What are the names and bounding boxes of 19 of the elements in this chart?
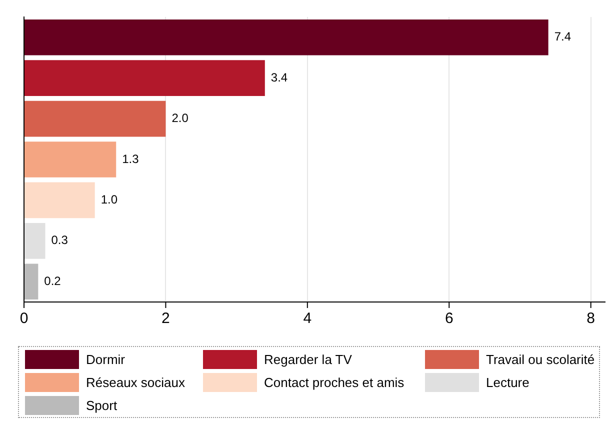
x-tick-label: 4 — [303, 310, 312, 328]
legend-label: Dormir — [86, 352, 125, 366]
data-label: 1.3 — [122, 152, 140, 166]
x-tick-label: 2 — [162, 310, 170, 328]
x-tick-label: 6 — [444, 310, 454, 328]
data-label: 7.4 — [554, 30, 572, 44]
legend-label: Regarder la TV — [264, 352, 352, 366]
x-tick-label: 0 — [20, 310, 28, 328]
data-label: 1.0 — [100, 192, 118, 207]
data-label: 3.4 — [270, 70, 288, 84]
legend-label: Sport — [86, 398, 118, 412]
x-tick-label: 8 — [586, 310, 595, 328]
legend-label: Lecture — [486, 374, 530, 390]
legend-label: Contact proches et amis — [264, 374, 404, 390]
data-label: 0.2 — [44, 274, 62, 288]
data-label: 0.3 — [51, 233, 68, 248]
data-label: 2.0 — [172, 111, 189, 126]
legend-label: Réseaux sociaux — [86, 374, 185, 390]
legend-label: Travail ou scolarité — [486, 352, 595, 366]
